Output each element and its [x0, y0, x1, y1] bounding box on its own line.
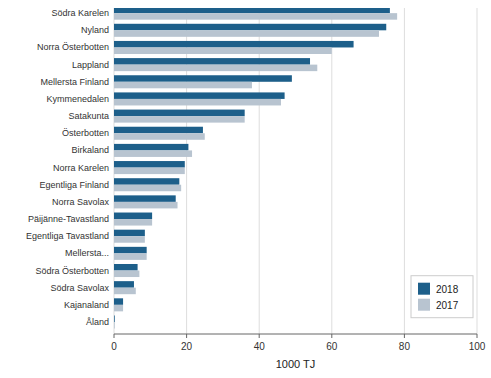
bars: [114, 8, 397, 329]
legend-swatch: [418, 283, 430, 295]
tick-mark: [186, 334, 187, 338]
chart: 0 20 40 60 80 100 1000 TJ Åland Kajanaland Södra …: [0, 0, 491, 378]
bar: [114, 41, 354, 48]
tick-label: 20: [181, 341, 193, 352]
category-label: Norra Österbotten: [37, 42, 109, 52]
bar: [114, 82, 252, 89]
grid-line: [186, 8, 187, 334]
bar: [114, 150, 192, 157]
bar: [114, 219, 152, 226]
bar: [114, 99, 281, 106]
grid: [114, 8, 477, 334]
category-label: Egentliga Tavastland: [26, 231, 109, 241]
bar: [114, 92, 285, 99]
legend-box: [411, 276, 473, 318]
category-label: Norra Savolax: [52, 197, 110, 207]
legend-label: 2018: [436, 284, 459, 295]
bar: [114, 58, 310, 65]
grid-line: [477, 8, 478, 334]
legend-swatch: [418, 299, 430, 311]
axis-label: 1000 TJ: [276, 358, 316, 370]
y-axis: Åland Kajanaland Södra Savolax Södra Österb…: [26, 8, 109, 327]
bar: [114, 168, 185, 175]
bar: [114, 133, 205, 140]
bar: [114, 110, 245, 117]
bar: [114, 178, 179, 185]
tick-label: 80: [399, 341, 411, 352]
category-label: Södra Österbotten: [35, 266, 109, 276]
tick-label: 0: [111, 341, 117, 352]
bar: [114, 8, 390, 13]
category-label: Norra Karelen: [53, 163, 109, 173]
bar: [114, 116, 245, 123]
category-label: Kajanaland: [64, 300, 109, 310]
category-label: Birkaland: [71, 145, 109, 155]
category-label: Nyland: [81, 25, 109, 35]
bar: [114, 202, 178, 209]
bar: [114, 47, 332, 54]
category-label: Mellersta...: [65, 248, 109, 258]
bar: [114, 30, 379, 37]
bar: [114, 13, 397, 20]
bar: [114, 264, 138, 271]
chart-container: 0 20 40 60 80 100 1000 TJ Åland Kajanaland Södra …: [0, 0, 491, 378]
bar: [114, 298, 123, 305]
category-label: Mellersta Finland: [40, 77, 109, 87]
bar: [114, 195, 176, 202]
bar: [114, 24, 386, 31]
bar: [114, 281, 134, 288]
bar: [114, 230, 145, 237]
bar: [114, 305, 123, 312]
bar: [114, 213, 152, 220]
bar: [114, 144, 188, 151]
x-axis: 0 20 40 60 80 100: [111, 334, 486, 352]
grid-line: [259, 8, 260, 334]
category-label: Satakunta: [68, 111, 109, 121]
bar: [114, 75, 292, 82]
category-label: Åland: [86, 317, 109, 327]
bar: [114, 185, 181, 192]
tick-label: 40: [254, 341, 266, 352]
tick-mark: [404, 334, 405, 338]
category-label: Kymmenedalen: [46, 94, 109, 104]
bar: [114, 322, 115, 329]
bar: [114, 247, 147, 254]
axis-line: [114, 334, 477, 335]
category-label: Österbotten: [62, 128, 109, 138]
category-label: Lappland: [72, 60, 109, 70]
bar: [114, 288, 136, 295]
grid-line: [404, 8, 405, 334]
tick-mark: [477, 334, 478, 338]
category-label: Egentliga Finland: [39, 180, 109, 190]
bar: [114, 315, 115, 322]
bar: [114, 253, 147, 260]
category-label: Södra Savolax: [50, 283, 109, 293]
tick-label: 60: [326, 341, 338, 352]
category-label: Päijänne-Tavastland: [28, 214, 109, 224]
tick-mark: [114, 334, 115, 338]
legend: 2018 2017: [411, 276, 473, 318]
legend-label: 2017: [436, 300, 459, 311]
tick-label: 100: [469, 341, 486, 352]
tick-mark: [331, 334, 332, 338]
bar: [114, 127, 203, 134]
bar: [114, 65, 317, 72]
tick-mark: [259, 334, 260, 338]
bar: [114, 271, 139, 278]
bar: [114, 236, 145, 243]
category-label: Södra Karelen: [51, 8, 109, 18]
grid-line: [331, 8, 332, 334]
bar: [114, 161, 185, 168]
